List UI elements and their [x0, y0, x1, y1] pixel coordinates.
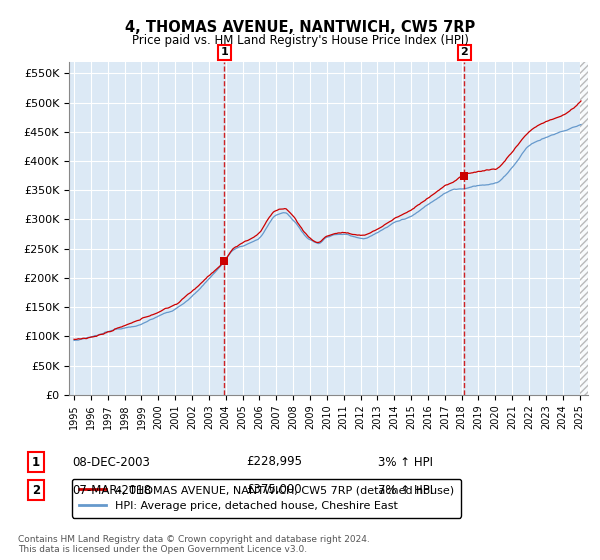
Bar — [580, 62, 588, 395]
Text: Contains HM Land Registry data © Crown copyright and database right 2024.
This d: Contains HM Land Registry data © Crown c… — [18, 535, 370, 554]
Text: 4, THOMAS AVENUE, NANTWICH, CW5 7RP: 4, THOMAS AVENUE, NANTWICH, CW5 7RP — [125, 20, 475, 35]
Text: Price paid vs. HM Land Registry's House Price Index (HPI): Price paid vs. HM Land Registry's House … — [131, 34, 469, 46]
Bar — [224, 62, 464, 395]
Text: £228,995: £228,995 — [246, 455, 302, 469]
Text: 2: 2 — [32, 483, 40, 497]
Text: 1: 1 — [220, 48, 228, 58]
Text: 2: 2 — [461, 48, 469, 58]
Text: £375,000: £375,000 — [246, 483, 302, 497]
Text: 7% ↑ HPI: 7% ↑ HPI — [378, 483, 433, 497]
Text: 08-DEC-2003: 08-DEC-2003 — [72, 455, 150, 469]
Legend: 4, THOMAS AVENUE, NANTWICH, CW5 7RP (detached house), HPI: Average price, detach: 4, THOMAS AVENUE, NANTWICH, CW5 7RP (det… — [72, 479, 461, 517]
Text: 07-MAR-2018: 07-MAR-2018 — [72, 483, 151, 497]
Text: 1: 1 — [32, 455, 40, 469]
Text: 3% ↑ HPI: 3% ↑ HPI — [378, 455, 433, 469]
